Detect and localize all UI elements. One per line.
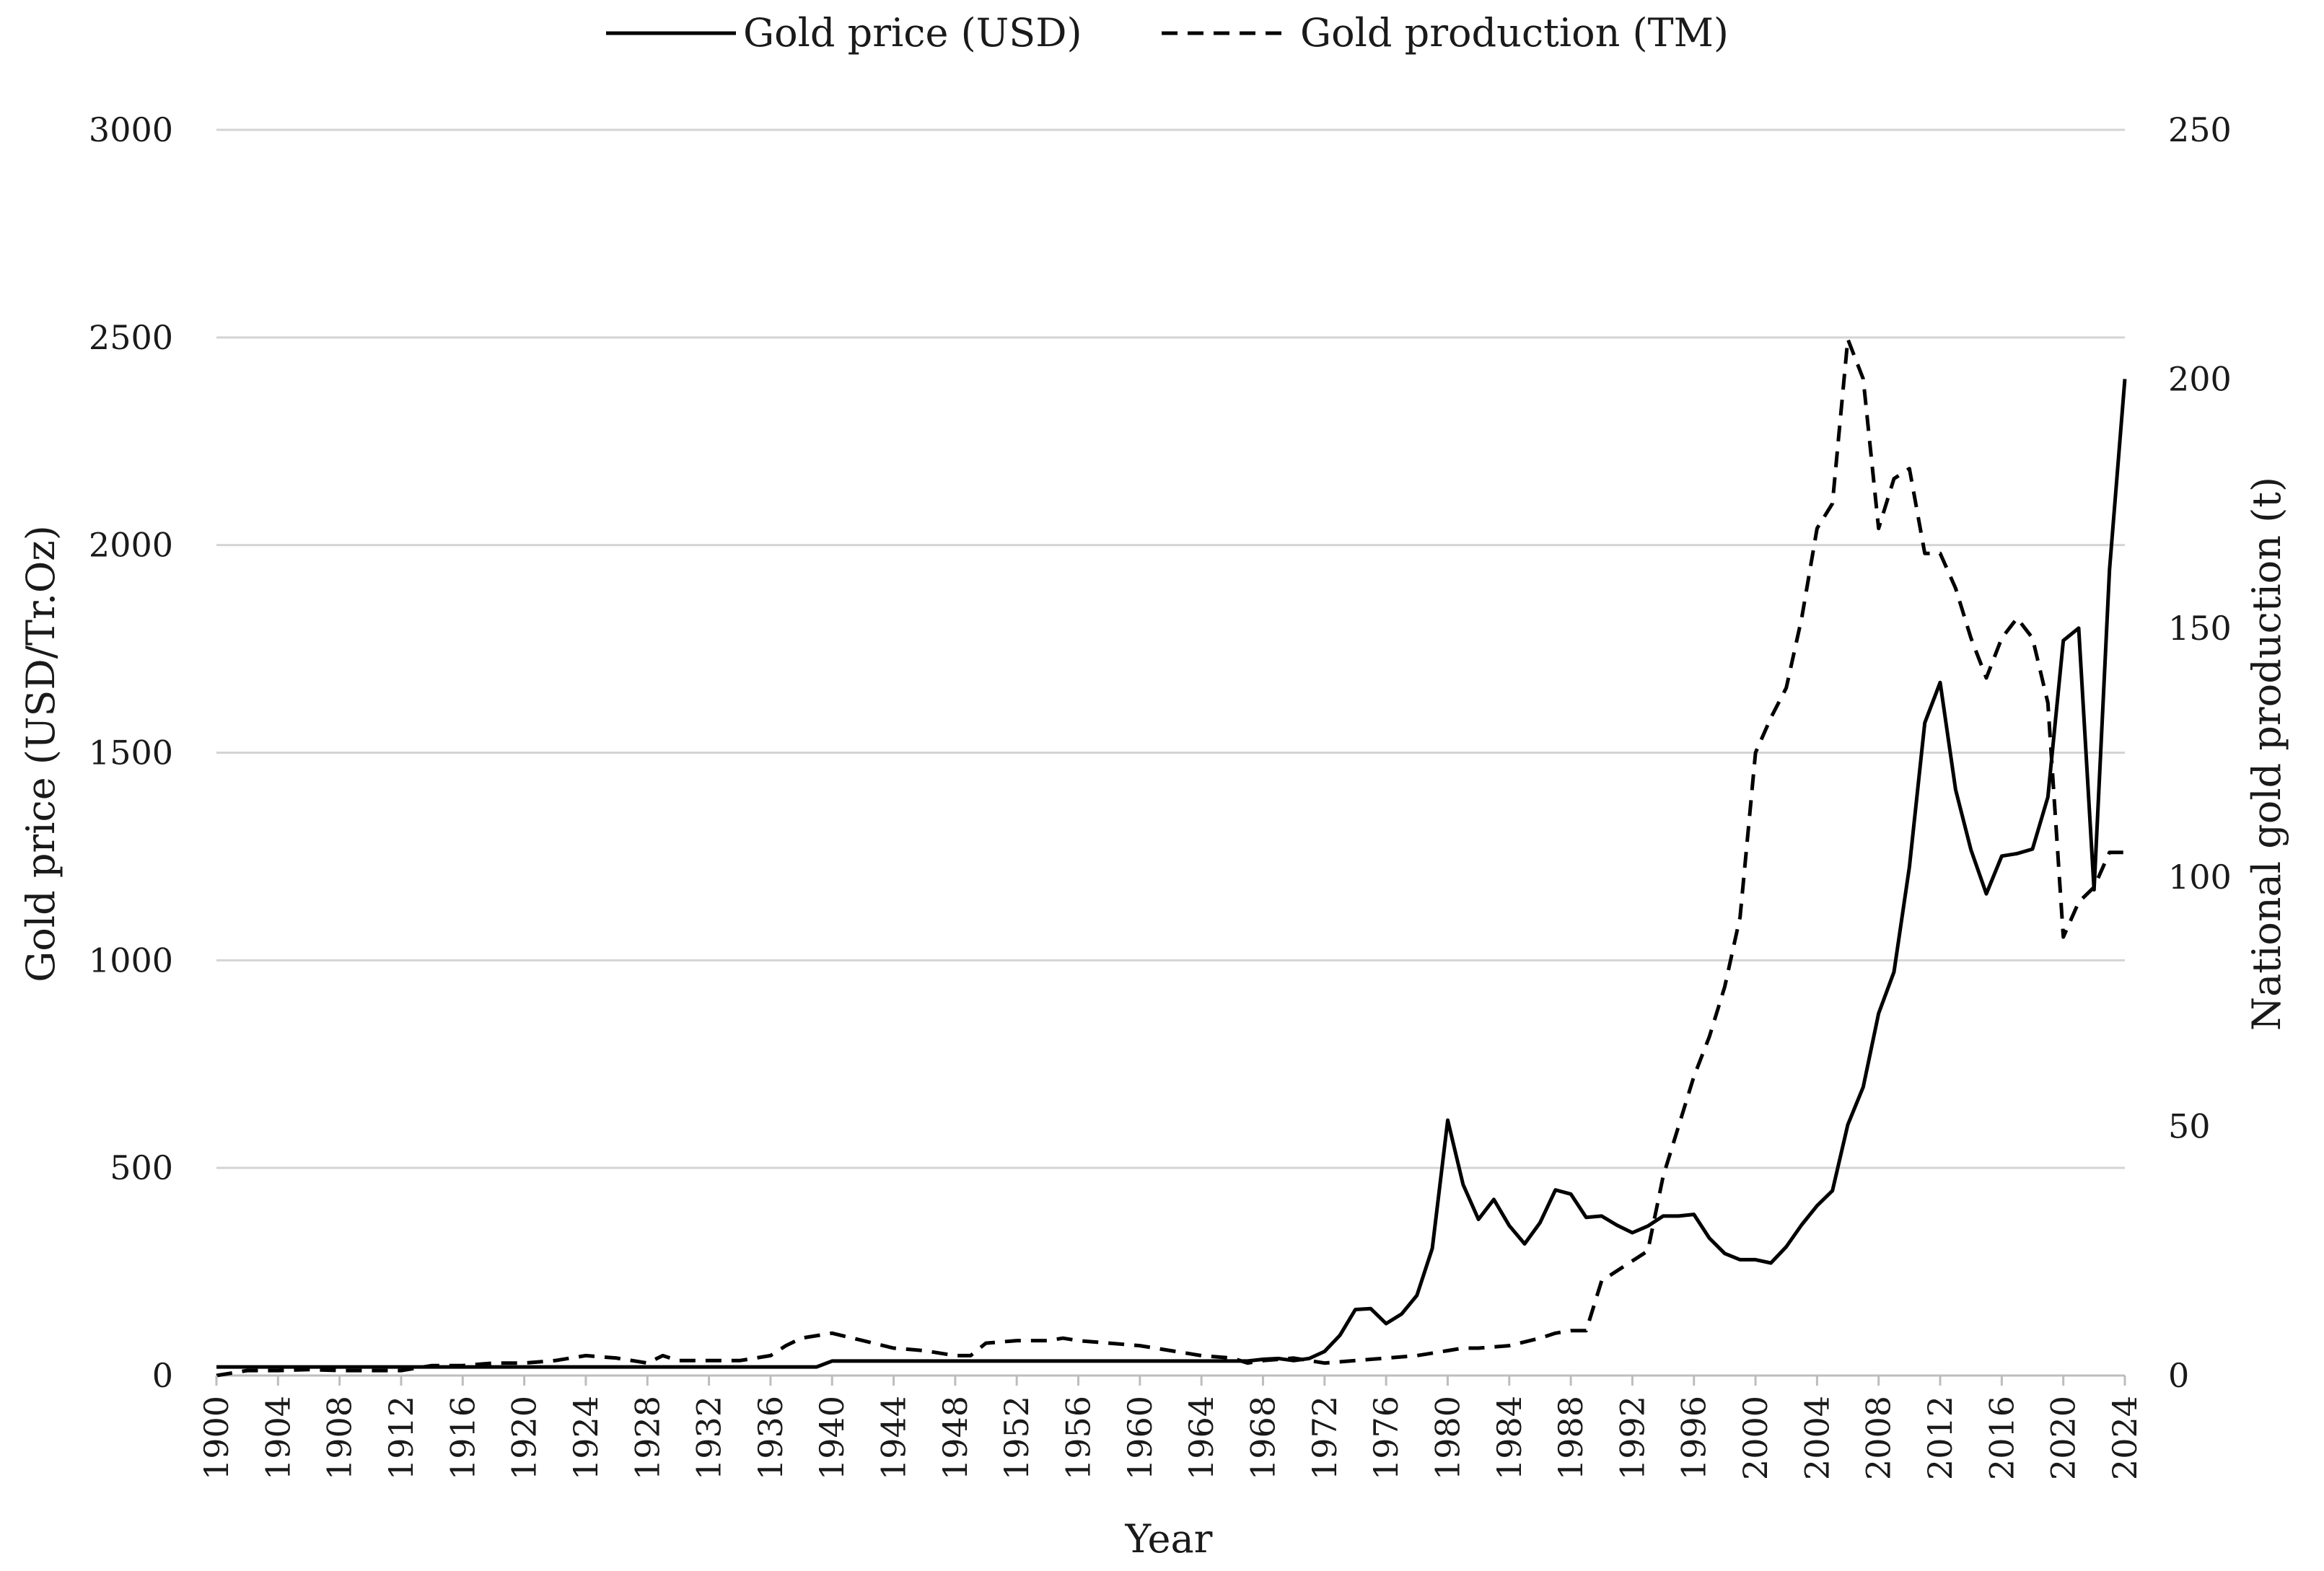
x-tick-label: 1952 xyxy=(997,1396,1036,1480)
y-left-tick-label: 1000 xyxy=(89,941,173,980)
x-tick-label: 2024 xyxy=(2105,1396,2144,1480)
y-right-tick-label: 100 xyxy=(2168,858,2232,897)
x-tick-label: 2012 xyxy=(1921,1396,1960,1480)
x-tick-label: 1908 xyxy=(320,1396,359,1480)
legend-label-production: Gold production (TM) xyxy=(1300,10,1729,56)
series-gold-price-line xyxy=(216,379,2127,1369)
x-tick-label: 1980 xyxy=(1428,1396,1467,1480)
x-tick-label: 2020 xyxy=(2044,1396,2083,1480)
x-tick-label: 1944 xyxy=(874,1396,913,1480)
x-tick-label: 1912 xyxy=(382,1396,421,1480)
x-tick-label: 1928 xyxy=(628,1396,667,1480)
y-right-tick-label: 150 xyxy=(2168,609,2232,648)
y-right-tick-label: 250 xyxy=(2168,110,2232,149)
x-tick-label: 1920 xyxy=(505,1396,544,1480)
x-tick-label: 1956 xyxy=(1059,1396,1098,1480)
x-tick-label: 1940 xyxy=(812,1396,851,1480)
x-tick-label: 1960 xyxy=(1121,1396,1159,1480)
y-axis-title-left: Gold price (USD/Tr.Oz) xyxy=(18,525,63,982)
x-tick-label: 1900 xyxy=(197,1396,236,1480)
x-tick-label: 1904 xyxy=(258,1396,297,1480)
y-left-tick-label: 500 xyxy=(110,1148,173,1187)
y-right-tick-label: 0 xyxy=(2168,1356,2189,1395)
series-gold-production-line xyxy=(216,337,2125,1378)
y-left-tick-label: 2000 xyxy=(89,526,173,565)
y-left-tick-label: 2500 xyxy=(89,318,173,357)
x-tick-label: 1924 xyxy=(566,1396,605,1480)
x-tick-label: 2016 xyxy=(1982,1396,2021,1480)
x-tick-label: 2004 xyxy=(1797,1396,1836,1480)
x-tick-label: 2008 xyxy=(1859,1396,1898,1480)
y-left-tick-label: 3000 xyxy=(89,110,173,149)
y-right-tick-label: 200 xyxy=(2168,359,2232,398)
series-lines xyxy=(216,337,2127,1378)
y-right-tick-label: 50 xyxy=(2168,1107,2211,1146)
x-tick-label: 1996 xyxy=(1675,1396,1714,1480)
x-tick-label: 1936 xyxy=(751,1396,790,1480)
x-tick-label: 1968 xyxy=(1243,1396,1282,1480)
y-left-tick-label: 0 xyxy=(152,1356,173,1395)
x-tick-label: 2000 xyxy=(1736,1396,1775,1480)
x-tick-label: 1916 xyxy=(443,1396,482,1480)
x-tick-label: 1932 xyxy=(690,1396,729,1480)
x-tick-label: 1976 xyxy=(1367,1396,1406,1480)
x-tick-label: 1948 xyxy=(936,1396,975,1480)
x-axis-title: Year xyxy=(1125,1516,1213,1562)
y-left-tick-label: 1500 xyxy=(89,734,173,773)
legend: Gold price (USD) Gold production (TM) xyxy=(606,10,1729,56)
gridlines xyxy=(216,128,2125,1377)
x-tick-label: 1992 xyxy=(1613,1396,1652,1480)
x-tick-label: 1964 xyxy=(1182,1396,1221,1480)
x-tick-label: 1984 xyxy=(1490,1396,1529,1480)
x-tick-label: 1972 xyxy=(1305,1396,1344,1480)
axes: 0 500 1000 1500 2000 2500 3000 0 50 100 150 200 250 1… xyxy=(89,110,2232,1480)
legend-label-price: Gold price (USD) xyxy=(743,10,1082,56)
x-tick-label: 1988 xyxy=(1551,1396,1590,1480)
y-axis-title-right: National gold production (t) xyxy=(2244,477,2289,1031)
